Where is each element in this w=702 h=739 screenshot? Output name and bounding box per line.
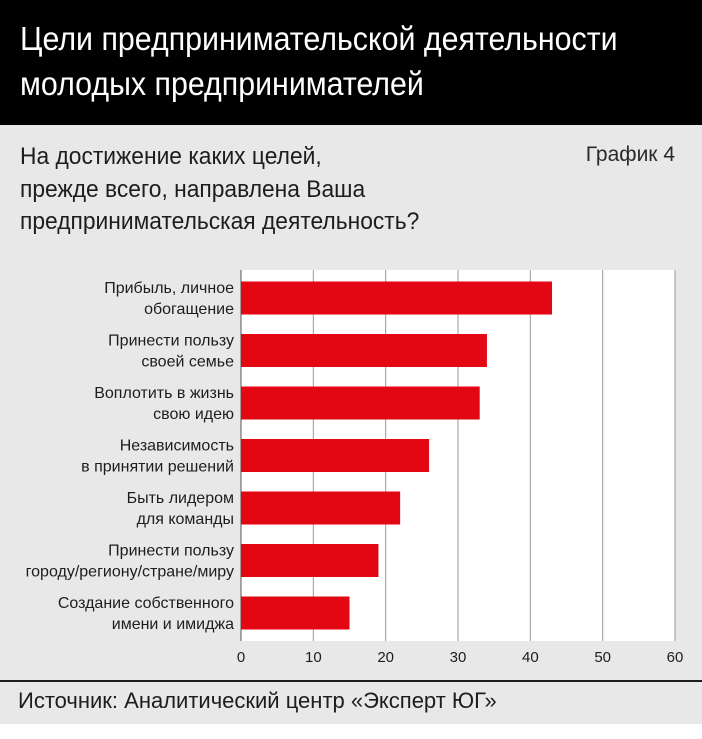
source-note: Источник: Аналитический центр «Эксперт Ю… [18,688,497,713]
chart-number-label: График 4 [585,143,675,166]
category-label: Создание собственного имени и имиджа [58,595,234,633]
bar [241,544,379,577]
category-label-line: своей семье [141,354,234,371]
page-title: Цели предпринимательской деятельности мо… [20,20,618,102]
x-tick-label: 60 [667,649,684,666]
footer-divider [0,680,702,682]
category-label-line: Независимость [120,438,234,455]
bar-chart: Прибыль, личное обогащение Принести пользу… [26,270,684,666]
category-label-line: городу/региону/стране/миру [26,564,234,581]
x-tick-label: 20 [377,649,394,666]
category-label-line: в принятии решений [81,459,234,476]
bars [241,281,553,630]
category-label-line: Принести пользу [108,543,234,560]
survey-question: На достижение каких целей, прежде всего,… [20,143,420,235]
category-label-line: Прибыль, личное [104,280,234,297]
header-bar: Цели предпринимательской деятельности мо… [0,0,702,125]
category-label: Воплотить в жизнь свою идею [94,385,234,423]
category-label-line: Создание собственного [58,595,234,612]
category-label: Принести пользу своей семье [108,333,234,371]
bar [241,439,430,472]
bar [241,334,487,367]
x-tick-label: 50 [594,649,611,666]
x-axis-tick-labels: 0 10 20 30 40 50 60 [237,649,684,666]
category-label: Быть лидером для команды [127,490,234,528]
category-label: Независимость в принятии решений [81,438,234,476]
category-labels: Прибыль, личное обогащение Принести пользу… [26,280,234,633]
bar [241,281,553,315]
bar [241,386,480,420]
category-label-line: Принести пользу [108,333,234,350]
x-tick-label: 10 [305,649,322,666]
bar [241,491,401,525]
x-tick-label: 30 [450,649,467,666]
category-label-line: Воплотить в жизнь [94,385,234,402]
category-label-line: имени и имиджа [112,616,234,633]
x-tick-label: 40 [522,649,539,666]
category-label: Прибыль, личное обогащение [104,280,234,318]
category-label-line: Быть лидером [127,490,234,507]
category-label: Принести пользу городу/региону/стране/мир… [26,543,234,581]
category-label-line: свою идею [153,406,234,423]
category-label-line: для команды [137,511,234,528]
category-label-line: обогащение [144,301,234,318]
x-tick-label: 0 [237,649,245,666]
bar [241,596,350,630]
